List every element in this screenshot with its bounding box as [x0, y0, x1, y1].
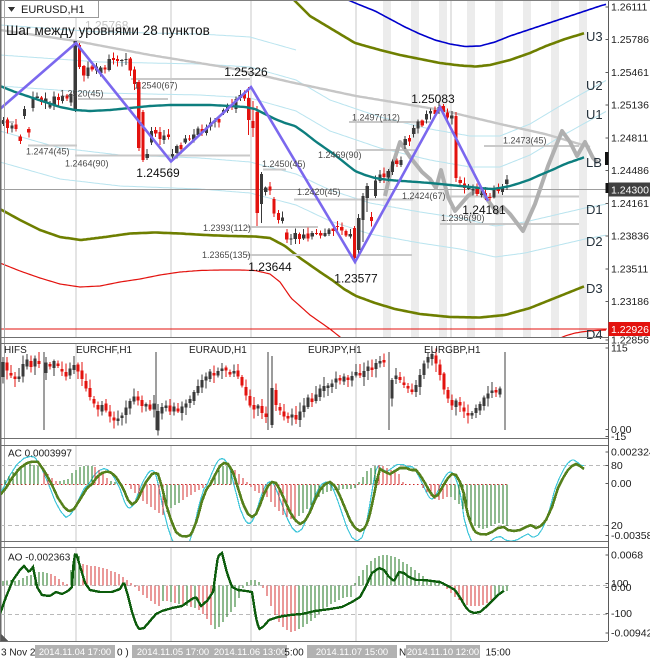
- svg-text:HIFS: HIFS: [4, 345, 27, 356]
- svg-text:D1: D1: [586, 202, 603, 217]
- svg-text:0.002324: 0.002324: [611, 447, 650, 459]
- svg-text:1.24486: 1.24486: [611, 165, 649, 177]
- svg-text:1.24300: 1.24300: [611, 185, 649, 197]
- svg-text:3 Nov 2: 3 Nov 2: [1, 648, 36, 659]
- svg-text:1.23511: 1.23511: [611, 263, 648, 275]
- svg-text:D2: D2: [586, 234, 603, 249]
- svg-text:1.24181: 1.24181: [462, 203, 506, 217]
- svg-text:1.2540(67): 1.2540(67): [134, 81, 178, 91]
- svg-text:1.23644: 1.23644: [248, 260, 292, 274]
- svg-text:EURUSD,H1: EURUSD,H1: [21, 4, 85, 16]
- svg-text:U3: U3: [586, 29, 603, 44]
- svg-text:1.2450(45): 1.2450(45): [262, 159, 306, 169]
- svg-text:-0.009427: -0.009427: [611, 628, 650, 640]
- svg-text:1.2520(45): 1.2520(45): [60, 89, 104, 99]
- svg-text:-15: -15: [611, 431, 626, 443]
- svg-text:1.2474(45): 1.2474(45): [26, 147, 70, 157]
- svg-text:1.2469(90): 1.2469(90): [318, 150, 362, 160]
- svg-text:2014.11.10 12:00: 2014.11.10 12:00: [407, 646, 479, 657]
- svg-text:D3: D3: [586, 281, 603, 296]
- svg-text:AO -0.002363: AO -0.002363: [8, 553, 71, 564]
- svg-text:1.25136: 1.25136: [611, 100, 649, 112]
- svg-text:1.24811: 1.24811: [611, 132, 648, 144]
- svg-text:U1: U1: [586, 107, 603, 122]
- svg-text:1.24569: 1.24569: [136, 166, 180, 180]
- svg-text:1.2365(135): 1.2365(135): [202, 250, 251, 260]
- svg-text:EURJPY,H1: EURJPY,H1: [308, 345, 362, 356]
- svg-text:D4: D4: [586, 327, 603, 342]
- svg-text:EURCHF,H1: EURCHF,H1: [76, 345, 133, 356]
- svg-text:1.24161: 1.24161: [611, 198, 649, 210]
- svg-text:1.23836: 1.23836: [611, 231, 649, 243]
- svg-text:1.2473(45): 1.2473(45): [503, 136, 547, 146]
- svg-text:0.00: 0.00: [611, 582, 632, 594]
- svg-text:1.26111: 1.26111: [611, 2, 648, 14]
- svg-text:1.23186: 1.23186: [611, 296, 649, 308]
- svg-text:EURGBP,H1: EURGBP,H1: [424, 345, 481, 356]
- svg-text:N: N: [399, 648, 406, 659]
- svg-text:-0.003588: -0.003588: [611, 530, 650, 542]
- svg-text:1.23577: 1.23577: [334, 272, 378, 286]
- svg-text:LB: LB: [586, 155, 602, 170]
- svg-text:1.2497(112): 1.2497(112): [352, 113, 400, 123]
- svg-text:5:00: 5:00: [284, 648, 304, 659]
- svg-text:-100: -100: [611, 608, 632, 620]
- svg-text:80: 80: [611, 460, 623, 472]
- svg-text:Шаг между уровнями 28 пунктов: Шаг между уровнями 28 пунктов: [6, 23, 210, 38]
- svg-text:2014.11.05 17:00: 2014.11.05 17:00: [137, 646, 209, 657]
- svg-text:1.2424(67): 1.2424(67): [402, 191, 446, 201]
- svg-text:2014.11.06 13:00: 2014.11.06 13:00: [214, 646, 286, 657]
- svg-text:0.0068: 0.0068: [611, 550, 643, 562]
- svg-text:115: 115: [611, 343, 628, 355]
- svg-text:1.25083: 1.25083: [411, 92, 455, 106]
- svg-text:2014.11.04 17:00: 2014.11.04 17:00: [39, 646, 111, 657]
- svg-text:U2: U2: [586, 78, 603, 93]
- svg-text:0 ): 0 ): [117, 648, 129, 659]
- svg-text:2014.11.07 15:00: 2014.11.07 15:00: [316, 646, 388, 657]
- svg-text:1.25326: 1.25326: [224, 65, 268, 79]
- svg-text:1.22926: 1.22926: [611, 324, 649, 336]
- svg-text:15:00: 15:00: [485, 648, 510, 659]
- svg-text:EURAUD,H1: EURAUD,H1: [189, 345, 247, 356]
- svg-text:1.25786: 1.25786: [611, 34, 649, 46]
- svg-text:0.00: 0.00: [611, 478, 632, 490]
- svg-text:1.2420(45): 1.2420(45): [297, 187, 341, 197]
- svg-text:1.2393(112): 1.2393(112): [203, 223, 251, 233]
- svg-text:1.2464(90): 1.2464(90): [65, 159, 109, 169]
- svg-text:1.25461: 1.25461: [611, 67, 649, 79]
- svg-text:AC 0.0003997: AC 0.0003997: [8, 449, 72, 460]
